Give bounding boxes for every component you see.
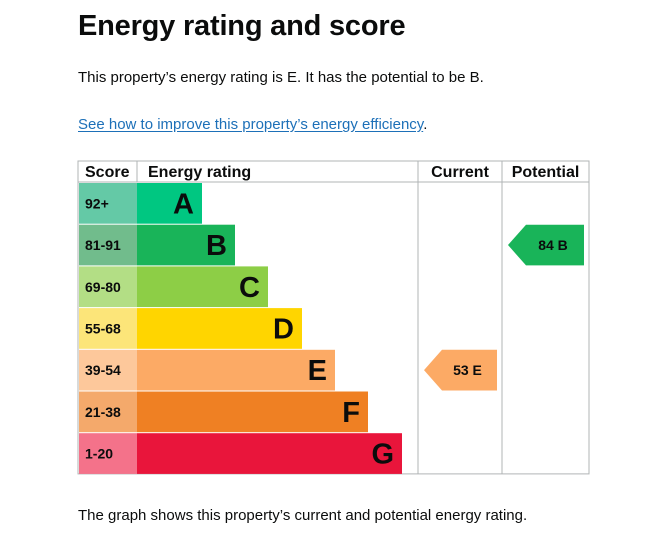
score-cell-a xyxy=(79,183,137,224)
rating-bar-b xyxy=(137,224,235,266)
score-label-g: 1-20 xyxy=(85,446,113,462)
potential-rating-arrow xyxy=(508,224,584,266)
score-label-f: 21-38 xyxy=(85,404,121,420)
header-energy-rating: Energy rating xyxy=(148,164,251,181)
score-label-e: 39-54 xyxy=(85,362,121,378)
rating-bar-c xyxy=(137,266,268,308)
rating-bar-g xyxy=(137,433,402,474)
score-cell-b xyxy=(79,224,137,266)
rating-letter-a: A xyxy=(173,188,194,220)
score-label-b: 81-91 xyxy=(85,237,121,253)
potential-rating-label: 84 B xyxy=(538,237,568,253)
current-rating-arrow xyxy=(424,349,497,391)
improve-efficiency-link[interactable]: See how to improve this property’s energ… xyxy=(78,116,424,133)
header-potential: Potential xyxy=(512,164,580,181)
score-cell-g xyxy=(79,433,137,474)
score-cell-e xyxy=(79,349,137,391)
header-score: Score xyxy=(85,164,130,181)
rating-letter-d: D xyxy=(273,313,294,345)
score-label-c: 69-80 xyxy=(85,279,121,295)
rating-bar-d xyxy=(137,308,302,349)
improve-link-line: See how to improve this property’s energ… xyxy=(78,116,427,133)
score-label-d: 55-68 xyxy=(85,320,121,336)
score-label-a: 92+ xyxy=(85,195,109,211)
rating-summary: This property’s energy rating is E. It h… xyxy=(78,69,484,86)
rating-letter-g: G xyxy=(371,439,394,471)
rating-bar-f xyxy=(137,391,368,433)
graph-footnote: The graph shows this property’s current … xyxy=(78,507,528,524)
current-rating-label: 53 E xyxy=(453,362,482,378)
score-cell-d xyxy=(79,308,137,349)
rating-letter-e: E xyxy=(308,355,327,387)
rating-bar-e xyxy=(137,349,335,391)
rating-letter-b: B xyxy=(206,230,227,262)
rating-letter-c: C xyxy=(239,272,260,304)
page-title: Energy rating and score xyxy=(78,10,406,42)
score-cell-f xyxy=(79,391,137,433)
rating-letter-f: F xyxy=(342,397,360,429)
link-suffix: . xyxy=(423,116,428,133)
rating-bar-a xyxy=(137,183,202,224)
header-current: Current xyxy=(431,164,489,181)
score-cell-c xyxy=(79,266,137,308)
